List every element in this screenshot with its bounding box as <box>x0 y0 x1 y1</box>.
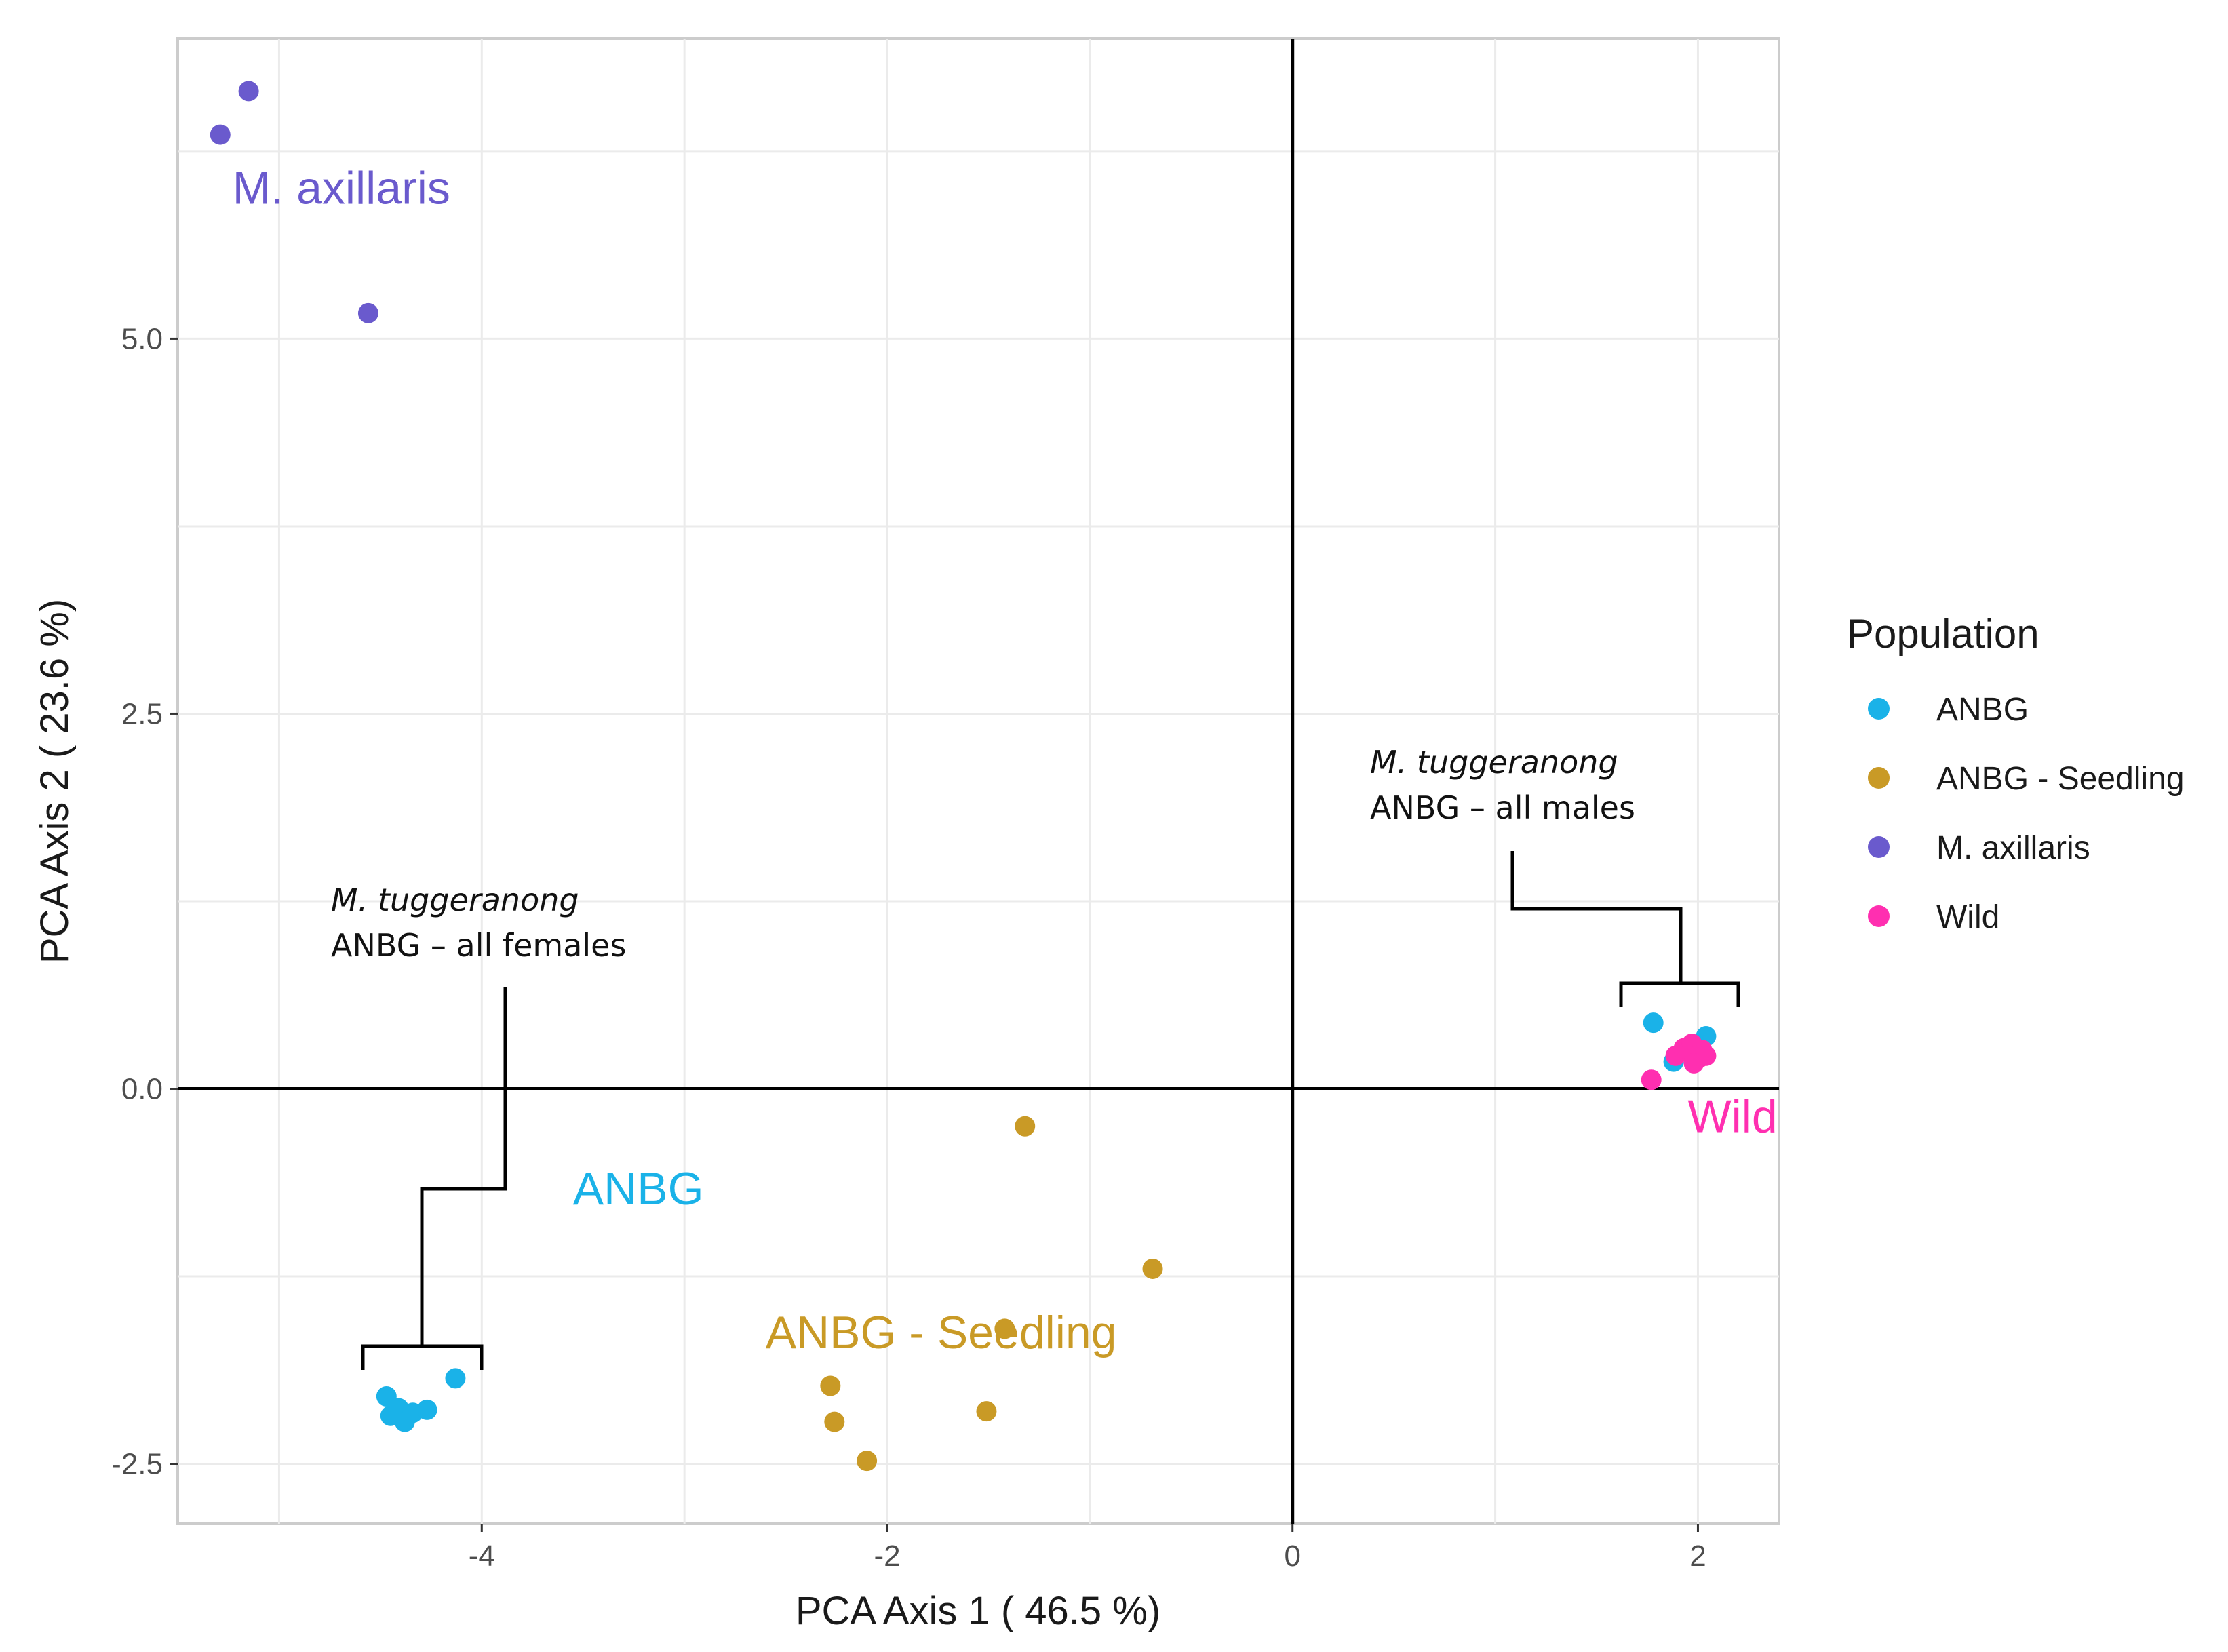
y-tick-label: 0.0 <box>121 1072 163 1105</box>
group-label-anbg-seedling: ANBG - Seedling <box>766 1307 1117 1358</box>
point-wild <box>1683 1053 1704 1074</box>
point-anbg-seedling <box>976 1401 997 1422</box>
y-tick-label: 2.5 <box>121 697 163 730</box>
group-label-anbg: ANBG <box>573 1163 704 1215</box>
point-m-axillaris <box>357 302 378 323</box>
annotation-males-bracket <box>1619 981 1740 1007</box>
legend-label-wild: Wild <box>1936 899 1999 935</box>
annotation-males: M. tuggeranong ANBG – all males <box>1370 744 1740 1007</box>
plot-panel <box>176 37 1780 1525</box>
x-axis-title: PCA Axis 1 ( 46.5 %) <box>796 1589 1160 1633</box>
legend: Population ANBG ANBG - Seedling M. axillar… <box>1847 611 2185 935</box>
annotation-males-text: ANBG – all males <box>1370 789 1635 826</box>
x-tick-label: -2 <box>874 1539 900 1573</box>
point-anbg-seedling <box>824 1411 845 1432</box>
point-anbg <box>416 1399 437 1420</box>
data-points <box>210 81 1717 1472</box>
legend-key-anbg <box>1868 698 1890 720</box>
x-tick-label: -4 <box>469 1539 495 1573</box>
legend-key-wild <box>1868 905 1890 927</box>
annotation-females-bracket <box>361 1344 484 1370</box>
point-anbg-seedling <box>820 1375 841 1396</box>
reference-lines <box>178 39 1779 1524</box>
point-anbg-seedling <box>994 1318 1015 1339</box>
legend-key-anbg-seedling <box>1868 767 1890 789</box>
legend-key-m-axillaris <box>1868 836 1890 858</box>
legend-label-anbg-seedling: ANBG - Seedling <box>1936 761 2185 797</box>
annotation-females-connector <box>420 987 507 1346</box>
group-labels: M. axillaris ANBG ANBG - Seedling Wild <box>233 162 1778 1358</box>
point-anbg-seedling <box>1015 1116 1036 1137</box>
legend-label-anbg: ANBG <box>1936 692 2029 728</box>
annotation-females-species: M. tuggeranong <box>331 882 579 918</box>
point-anbg <box>1643 1012 1664 1034</box>
annotation-males-species: M. tuggeranong <box>1370 744 1618 781</box>
x-tick-label: 0 <box>1284 1539 1300 1573</box>
legend-label-m-axillaris: M. axillaris <box>1936 830 2090 866</box>
annotation-females: M. tuggeranong ANBG – all females <box>331 882 626 1370</box>
point-anbg <box>445 1368 466 1389</box>
annotation-females-text: ANBG – all females <box>331 927 626 964</box>
annotation-males-connector <box>1510 851 1683 983</box>
legend-title: Population <box>1847 611 2039 656</box>
y-tick-label: 5.0 <box>121 322 163 355</box>
point-m-axillaris <box>238 81 259 102</box>
point-wild <box>1641 1069 1662 1090</box>
point-anbg-seedling <box>1142 1258 1163 1279</box>
group-label-wild: Wild <box>1688 1091 1778 1143</box>
y-axis-title: PCA Axis 2 ( 23.6 %) <box>33 599 77 964</box>
group-label-m-axillaris: M. axillaris <box>233 162 450 214</box>
x-tick-label: 2 <box>1689 1539 1706 1573</box>
axis-ticks: -4 -2 0 2 -2.5 0.0 2.5 5.0 <box>111 322 1706 1573</box>
point-anbg-seedling <box>857 1451 878 1472</box>
y-tick-label: -2.5 <box>111 1448 163 1481</box>
point-m-axillaris <box>210 124 231 145</box>
